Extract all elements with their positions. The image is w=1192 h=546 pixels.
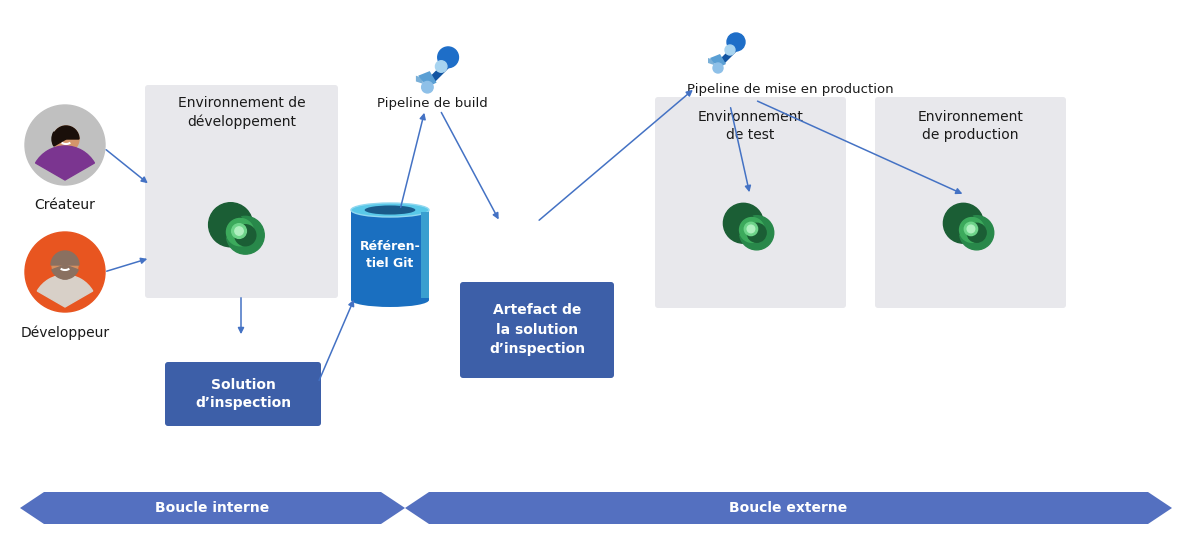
Text: Environnement
de test: Environnement de test [697,110,803,143]
Text: Artefact de
la solution
d’inspection: Artefact de la solution d’inspection [489,304,585,357]
Wedge shape [36,146,94,180]
Polygon shape [714,42,741,69]
Circle shape [209,203,253,247]
Circle shape [231,224,247,239]
Polygon shape [710,54,726,68]
Circle shape [747,223,766,242]
Circle shape [964,222,977,236]
Circle shape [713,63,724,73]
Wedge shape [51,251,79,265]
Polygon shape [416,76,423,84]
FancyBboxPatch shape [145,85,339,298]
Wedge shape [51,265,68,279]
Text: Environnement de
développement: Environnement de développement [178,96,305,129]
Ellipse shape [350,203,429,217]
Text: Créateur: Créateur [35,198,95,212]
Circle shape [52,126,79,152]
Circle shape [952,212,975,235]
Circle shape [218,212,243,238]
Text: Boucle externe: Boucle externe [730,501,848,515]
Ellipse shape [365,205,415,215]
Circle shape [435,61,447,72]
Circle shape [967,225,975,233]
Circle shape [739,217,764,242]
FancyBboxPatch shape [654,97,846,308]
Circle shape [747,225,755,233]
Circle shape [422,81,433,93]
Circle shape [732,212,755,235]
Text: Développeur: Développeur [20,325,110,340]
Circle shape [235,227,243,235]
FancyBboxPatch shape [164,362,321,426]
Circle shape [235,225,256,246]
FancyBboxPatch shape [875,97,1066,308]
Text: Solution
d’inspection: Solution d’inspection [195,378,291,410]
Circle shape [25,105,105,185]
Circle shape [725,45,735,55]
Text: Environnement
de production: Environnement de production [918,110,1024,143]
Circle shape [724,203,763,243]
Polygon shape [350,210,429,300]
Text: Pipeline de build: Pipeline de build [377,97,488,110]
Circle shape [727,33,745,51]
Circle shape [943,203,983,243]
Wedge shape [62,265,79,279]
FancyBboxPatch shape [460,282,614,378]
Text: Pipeline de mise en production: Pipeline de mise en production [687,83,893,96]
Polygon shape [708,58,714,65]
Circle shape [226,216,265,254]
Text: Référen-
tiel Git: Référen- tiel Git [360,240,421,270]
Circle shape [960,217,985,242]
Wedge shape [52,132,66,146]
Polygon shape [405,492,1172,524]
Circle shape [739,216,774,250]
Polygon shape [423,57,455,88]
Polygon shape [418,71,436,87]
Wedge shape [52,126,79,139]
Text: Boucle interne: Boucle interne [155,501,269,515]
Polygon shape [20,492,405,524]
Polygon shape [421,212,429,298]
Circle shape [967,223,986,242]
Circle shape [437,47,459,68]
Wedge shape [37,275,93,307]
Ellipse shape [350,293,429,307]
Circle shape [960,216,994,250]
Circle shape [25,232,105,312]
Circle shape [226,218,254,246]
Circle shape [52,252,77,278]
Circle shape [744,222,758,236]
